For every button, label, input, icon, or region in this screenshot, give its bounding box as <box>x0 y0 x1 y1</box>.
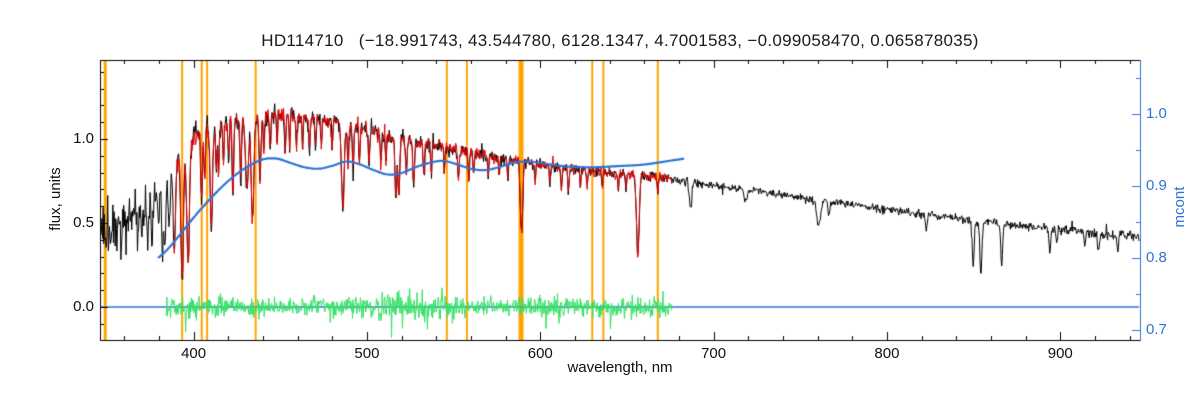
y-right-tick-label: 0.9 <box>1146 176 1167 194</box>
y-right-tick-label: 0.8 <box>1146 248 1167 266</box>
x-axis-label: wavelength, nm <box>567 359 673 376</box>
y-right-tick-label: 1.0 <box>1146 104 1167 122</box>
x-tick-label: 600 <box>527 345 553 362</box>
x-tick-label: 700 <box>701 345 727 362</box>
x-tick-label: 500 <box>354 345 380 362</box>
x-tick-label: 800 <box>874 345 900 362</box>
y-left-tick-label: 0.5 <box>73 214 94 232</box>
y-left-tick-label: 0.0 <box>73 298 94 316</box>
y-axis-label-mcont: mcont <box>1171 186 1188 228</box>
y-left-tick-label: 1.0 <box>73 129 94 147</box>
chart-title: HD114710 (−18.991743, 43.544780, 6128.13… <box>261 31 979 50</box>
y-right-tick-label: 0.7 <box>1146 320 1167 338</box>
x-tick-label: 900 <box>1047 345 1073 362</box>
x-tick-label: 400 <box>181 345 207 362</box>
